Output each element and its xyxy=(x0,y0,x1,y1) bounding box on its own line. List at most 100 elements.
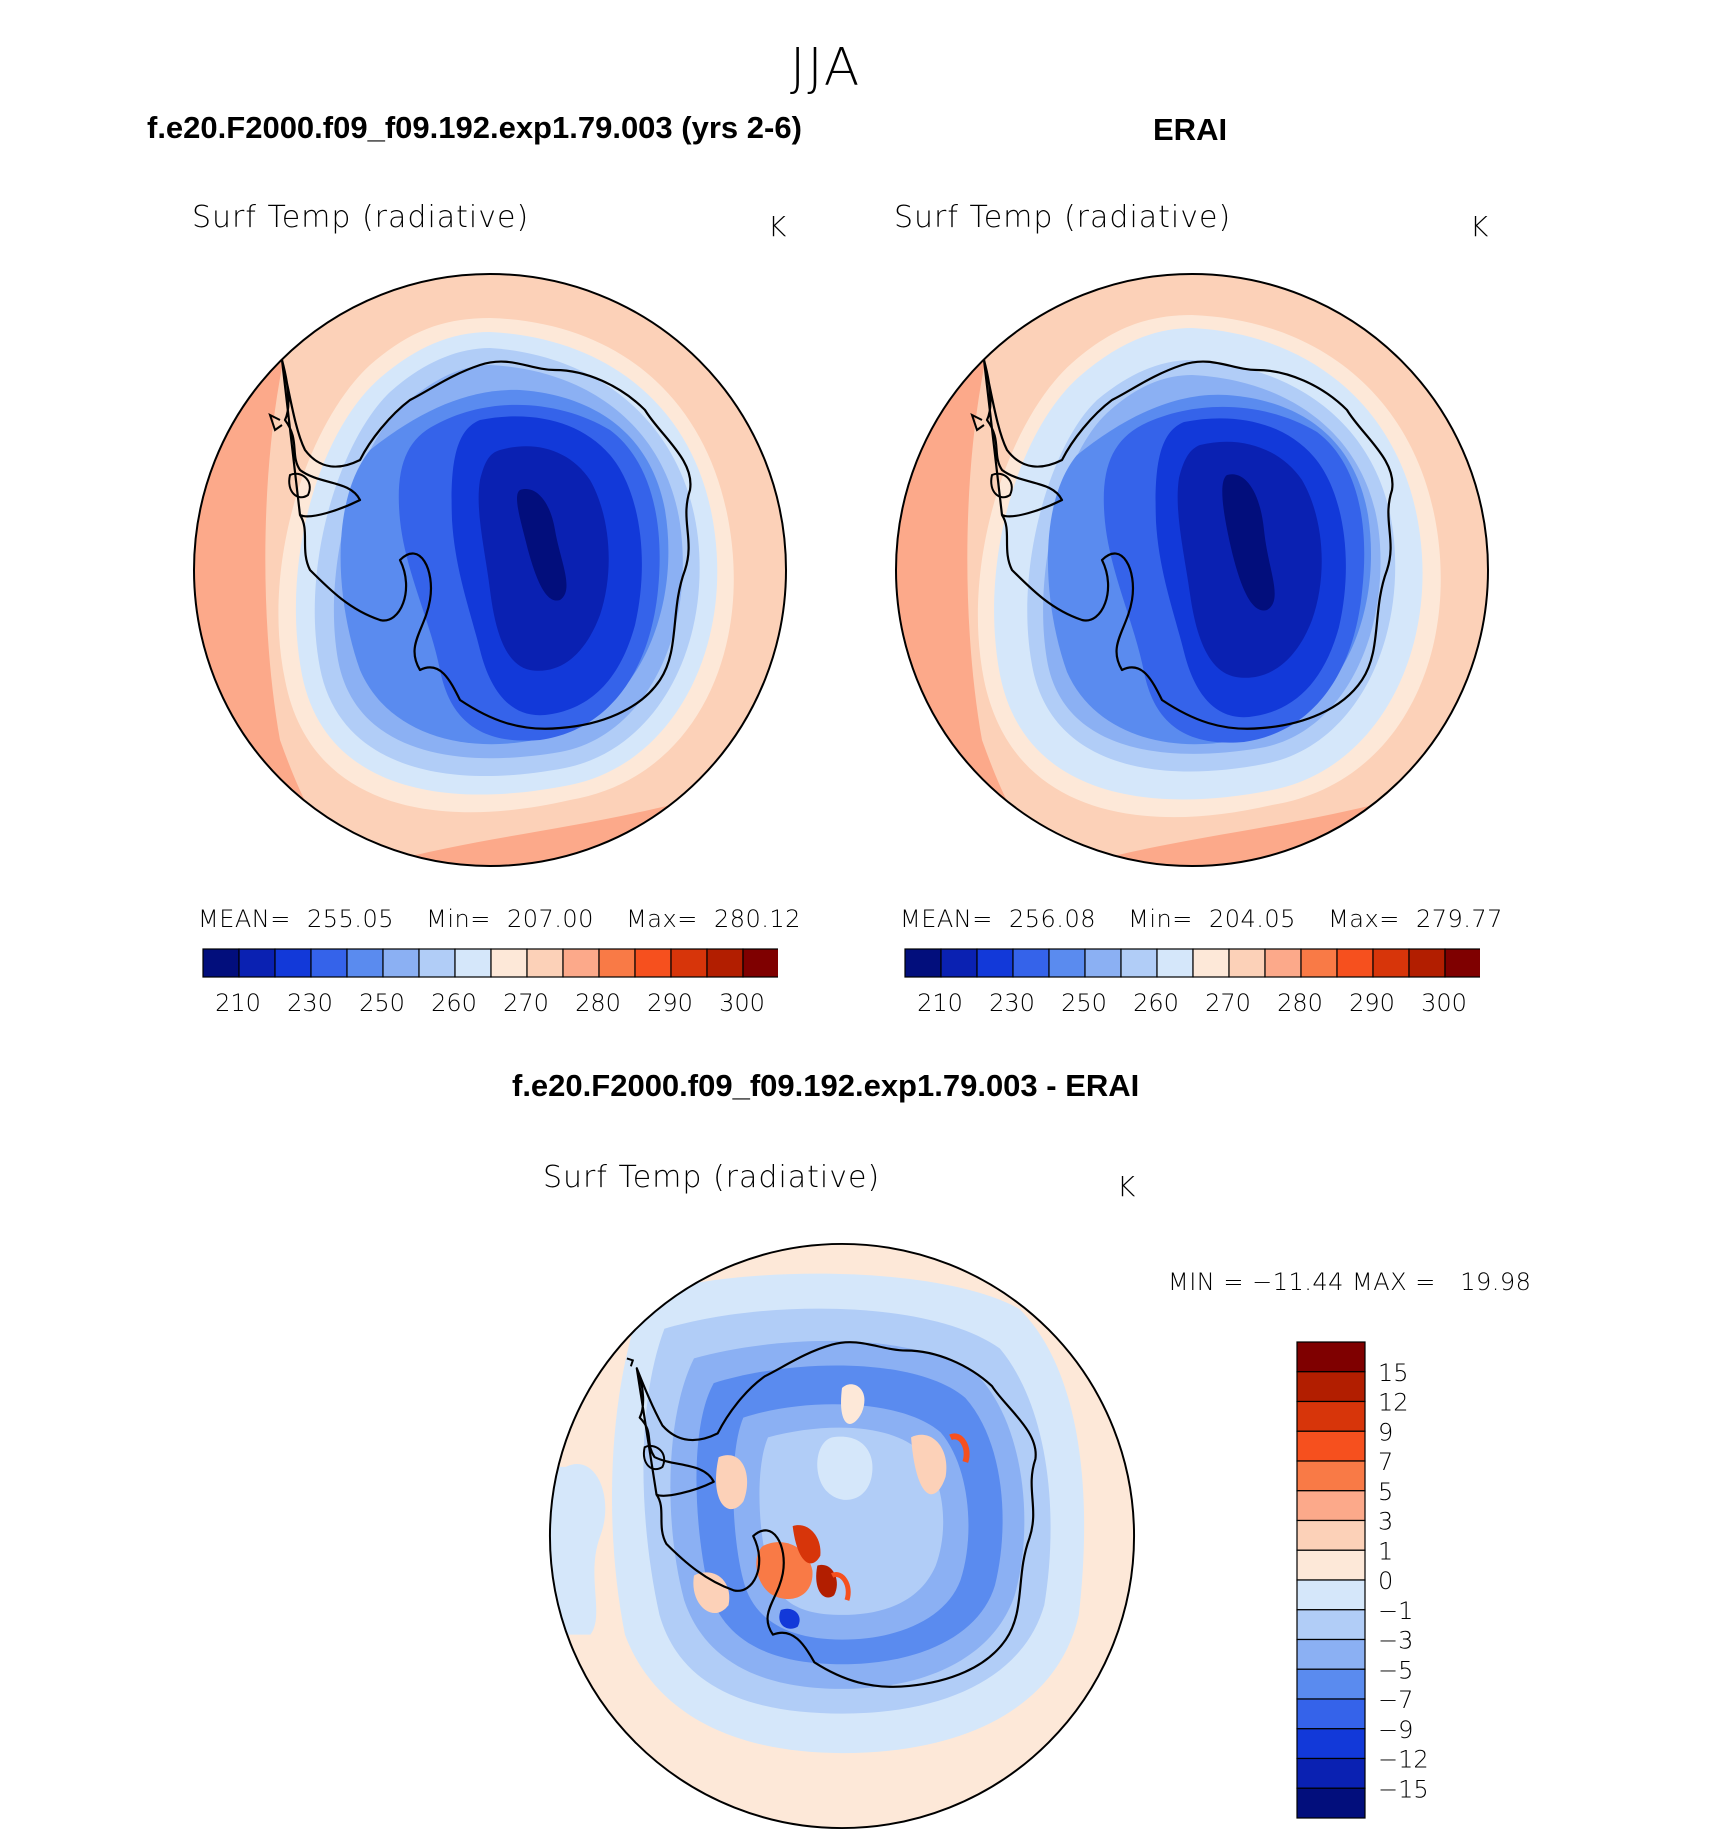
panel-2-units: K xyxy=(1470,210,1489,243)
panel-2-colorbar-labels: 210 230 250 260 270 280 290 300 xyxy=(917,989,1467,1017)
panel-1-stats: MEAN= 255.05 Min= 207.00 Max= 280.12 xyxy=(198,905,801,933)
panel-1-mean-value: 255.05 xyxy=(307,905,394,933)
panel-1-colorbar-tick-label: 300 xyxy=(719,989,765,1017)
diff-colorbar-swatch xyxy=(1296,1668,1366,1700)
diff-colorbar-tick-label: 9 xyxy=(1378,1418,1393,1446)
diff-colorbar-swatch xyxy=(1296,1371,1366,1403)
panel-1-colorbar-swatch xyxy=(670,948,708,978)
panel-1-colorbar-tick-label: 210 xyxy=(215,989,261,1017)
panel-2-colorbar-swatch xyxy=(1336,948,1374,978)
diff-colorbar-tick-label: −9 xyxy=(1378,1716,1413,1744)
panel-2-colorbar-tick-label: 230 xyxy=(989,989,1035,1017)
panel-2-title: ERAI xyxy=(1153,112,1228,147)
diff-map xyxy=(548,1242,1136,1830)
diff-colorbar-tick-label: 3 xyxy=(1378,1508,1393,1536)
panel-2-colorbar-swatch xyxy=(1408,948,1446,978)
panel-1-min-label: Min= xyxy=(426,905,491,933)
panel-2-colorbar-swatch xyxy=(1300,948,1338,978)
diff-units: K xyxy=(1117,1170,1136,1203)
panel-2-colorbar xyxy=(904,948,1480,978)
panel-2-variable: Surf Temp (radiative) xyxy=(894,200,1232,235)
diff-colorbar-swatch xyxy=(1296,1460,1366,1492)
diff-colorbar-swatch xyxy=(1296,1609,1366,1641)
diff-colorbar-tick-label: 1 xyxy=(1378,1537,1393,1565)
diff-colorbar-tick-label: 0 xyxy=(1378,1567,1393,1595)
panel-2-colorbar-swatch xyxy=(1120,948,1158,978)
diff-colorbar-tick-label: 7 xyxy=(1378,1448,1393,1476)
diff-colorbar-swatch xyxy=(1296,1549,1366,1581)
panel-2-colorbar-swatch xyxy=(976,948,1014,978)
panel-1-colorbar-tick-label: 250 xyxy=(359,989,405,1017)
panel-1-colorbar-swatch xyxy=(274,948,312,978)
panel-1-colorbar-swatch xyxy=(526,948,564,978)
panel-1-colorbar-swatch xyxy=(238,948,276,978)
diff-colorbar-swatch xyxy=(1296,1430,1366,1462)
diff-colorbar-tick-label: 12 xyxy=(1378,1389,1409,1417)
diff-colorbar-tick-label: −15 xyxy=(1378,1775,1429,1803)
panel-1-colorbar-swatch xyxy=(454,948,492,978)
panel-2-mean-value: 256.08 xyxy=(1009,905,1096,933)
panel-1-colorbar-tick-label: 290 xyxy=(647,989,693,1017)
panel-1-colorbar-swatch xyxy=(310,948,348,978)
panel-2-colorbar-swatch xyxy=(1048,948,1086,978)
diff-colorbar-swatch xyxy=(1296,1638,1366,1670)
diff-title: f.e20.F2000.f09_f09.192.exp1.79.003 - ER… xyxy=(512,1068,1140,1103)
diff-colorbar-swatch xyxy=(1296,1757,1366,1789)
panel-1-colorbar xyxy=(202,948,778,978)
panel-2-stats: MEAN= 256.08 Min= 204.05 Max= 279.77 xyxy=(900,905,1503,933)
panel-1-colorbar-tick-label: 260 xyxy=(431,989,477,1017)
panel-1-mean-label: MEAN= xyxy=(198,905,291,933)
panel-2-colorbar-tick-label: 210 xyxy=(917,989,963,1017)
panel-2-colorbar-swatch xyxy=(904,948,942,978)
panel-2-colorbar-tick-label: 290 xyxy=(1349,989,1395,1017)
panel-2-colorbar-swatch xyxy=(1012,948,1050,978)
panel-1-colorbar-swatch xyxy=(598,948,636,978)
panel-2-colorbar-swatch xyxy=(940,948,978,978)
diff-colorbar-tick-label: −5 xyxy=(1378,1656,1413,1684)
panel-2-colorbar-tick-label: 300 xyxy=(1421,989,1467,1017)
panel-1-title: f.e20.F2000.f09_f09.192.exp1.79.003 (yrs… xyxy=(147,110,802,145)
panel-1-max-value: 280.12 xyxy=(713,905,801,933)
diff-colorbar-tick-label: −3 xyxy=(1378,1627,1413,1655)
panel-2-colorbar-swatch xyxy=(1156,948,1194,978)
diff-variable: Surf Temp (radiative) xyxy=(543,1160,881,1195)
panel-1-max-label: Max= xyxy=(626,905,698,933)
panel-2-colorbar-swatch xyxy=(1192,948,1230,978)
panel-1-colorbar-swatch xyxy=(202,948,240,978)
diff-colorbar-swatch xyxy=(1296,1698,1366,1730)
panel-1-variable: Surf Temp (radiative) xyxy=(192,200,530,235)
panel-2-min-label: Min= xyxy=(1128,905,1193,933)
diff-colorbar-swatch xyxy=(1296,1787,1366,1819)
diff-colorbar-swatch xyxy=(1296,1490,1366,1522)
diff-colorbar-swatch xyxy=(1296,1728,1366,1760)
panel-1-colorbar-swatch xyxy=(382,948,420,978)
panel-1-units: K xyxy=(768,210,787,243)
panel-1-colorbar-swatch xyxy=(346,948,384,978)
diff-colorbar xyxy=(1296,1341,1366,1819)
panel-1-colorbar-swatch xyxy=(706,948,744,978)
panel-1-colorbar-swatch xyxy=(742,948,778,978)
panel-1-colorbar-swatch xyxy=(634,948,672,978)
panel-2-colorbar-swatch xyxy=(1372,948,1410,978)
panel-2-mean-label: MEAN= xyxy=(900,905,993,933)
panel-2-colorbar-tick-label: 270 xyxy=(1205,989,1251,1017)
diff-colorbar-swatch xyxy=(1296,1579,1366,1611)
panel-1-colorbar-swatch xyxy=(418,948,456,978)
diff-colorbar-swatch xyxy=(1296,1341,1366,1373)
panel-2-colorbar-swatch xyxy=(1228,948,1266,978)
diff-minmax: MIN = −11.44 MAX = 19.98 xyxy=(1168,1268,1532,1296)
panel-1-colorbar-swatch xyxy=(562,948,600,978)
panel-1-colorbar-tick-label: 230 xyxy=(287,989,333,1017)
panel-2-colorbar-swatch xyxy=(1084,948,1122,978)
diff-colorbar-tick-label: 5 xyxy=(1378,1478,1393,1506)
panel-1-colorbar-swatch xyxy=(490,948,528,978)
panel-1-colorbar-tick-label: 270 xyxy=(503,989,549,1017)
season-title: JJA xyxy=(790,38,862,98)
panel-1-colorbar-tick-label: 280 xyxy=(575,989,621,1017)
panel-2-colorbar-tick-label: 280 xyxy=(1277,989,1323,1017)
diff-colorbar-swatch xyxy=(1296,1400,1366,1432)
diff-colorbar-tick-label: −1 xyxy=(1378,1597,1413,1625)
panel-1-map xyxy=(193,273,787,867)
panel-2-colorbar-tick-label: 260 xyxy=(1133,989,1179,1017)
